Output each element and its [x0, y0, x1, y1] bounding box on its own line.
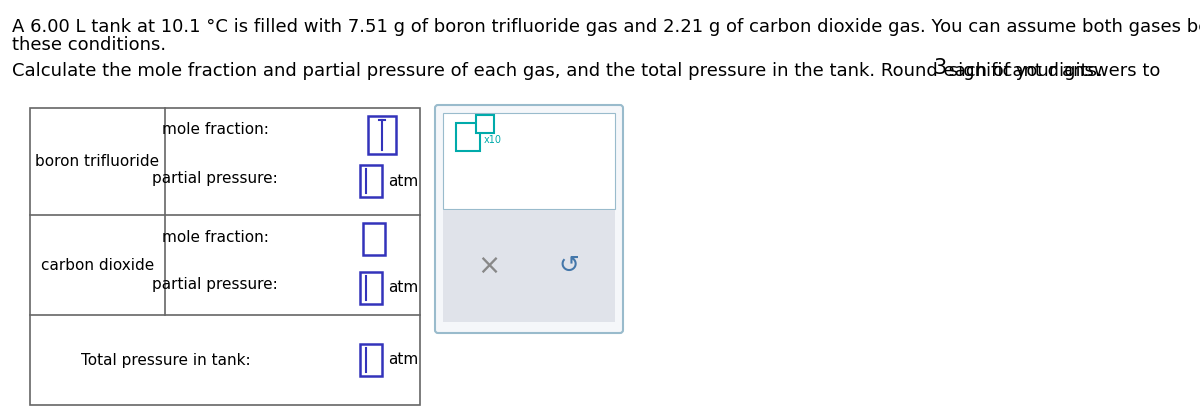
Text: ×: ×	[478, 252, 500, 280]
Bar	[368, 116, 396, 154]
Text: mole fraction:: mole fraction:	[162, 229, 269, 244]
Bar	[476, 115, 494, 133]
Bar	[30, 108, 420, 405]
Text: boron trifluoride: boron trifluoride	[36, 154, 160, 169]
Bar	[360, 272, 382, 304]
Text: significant digits.: significant digits.	[943, 62, 1103, 80]
Bar	[443, 210, 616, 322]
Text: Total pressure in tank:: Total pressure in tank:	[82, 352, 251, 368]
Text: Calculate the mole fraction and partial pressure of each gas, and the total pres: Calculate the mole fraction and partial …	[12, 62, 1166, 80]
Bar	[443, 113, 616, 209]
Bar	[456, 123, 480, 151]
Text: 3: 3	[934, 58, 947, 78]
Text: A 6.00 L tank at 10.1 °C is filled with 7.51 g of boron trifluoride gas and 2.21: A 6.00 L tank at 10.1 °C is filled with …	[12, 18, 1200, 36]
Text: atm: atm	[388, 281, 419, 296]
Bar	[364, 223, 385, 255]
Text: atm: atm	[388, 173, 419, 189]
Bar	[360, 165, 382, 197]
Text: ↺: ↺	[558, 254, 580, 278]
Text: carbon dioxide: carbon dioxide	[41, 257, 154, 273]
Text: mole fraction:: mole fraction:	[162, 123, 269, 137]
Text: partial pressure:: partial pressure:	[152, 278, 278, 292]
FancyBboxPatch shape	[436, 105, 623, 333]
Bar	[360, 344, 382, 376]
Text: x10: x10	[484, 135, 502, 145]
Text: these conditions.: these conditions.	[12, 36, 166, 54]
Text: atm: atm	[388, 352, 419, 368]
Text: partial pressure:: partial pressure:	[152, 171, 278, 186]
